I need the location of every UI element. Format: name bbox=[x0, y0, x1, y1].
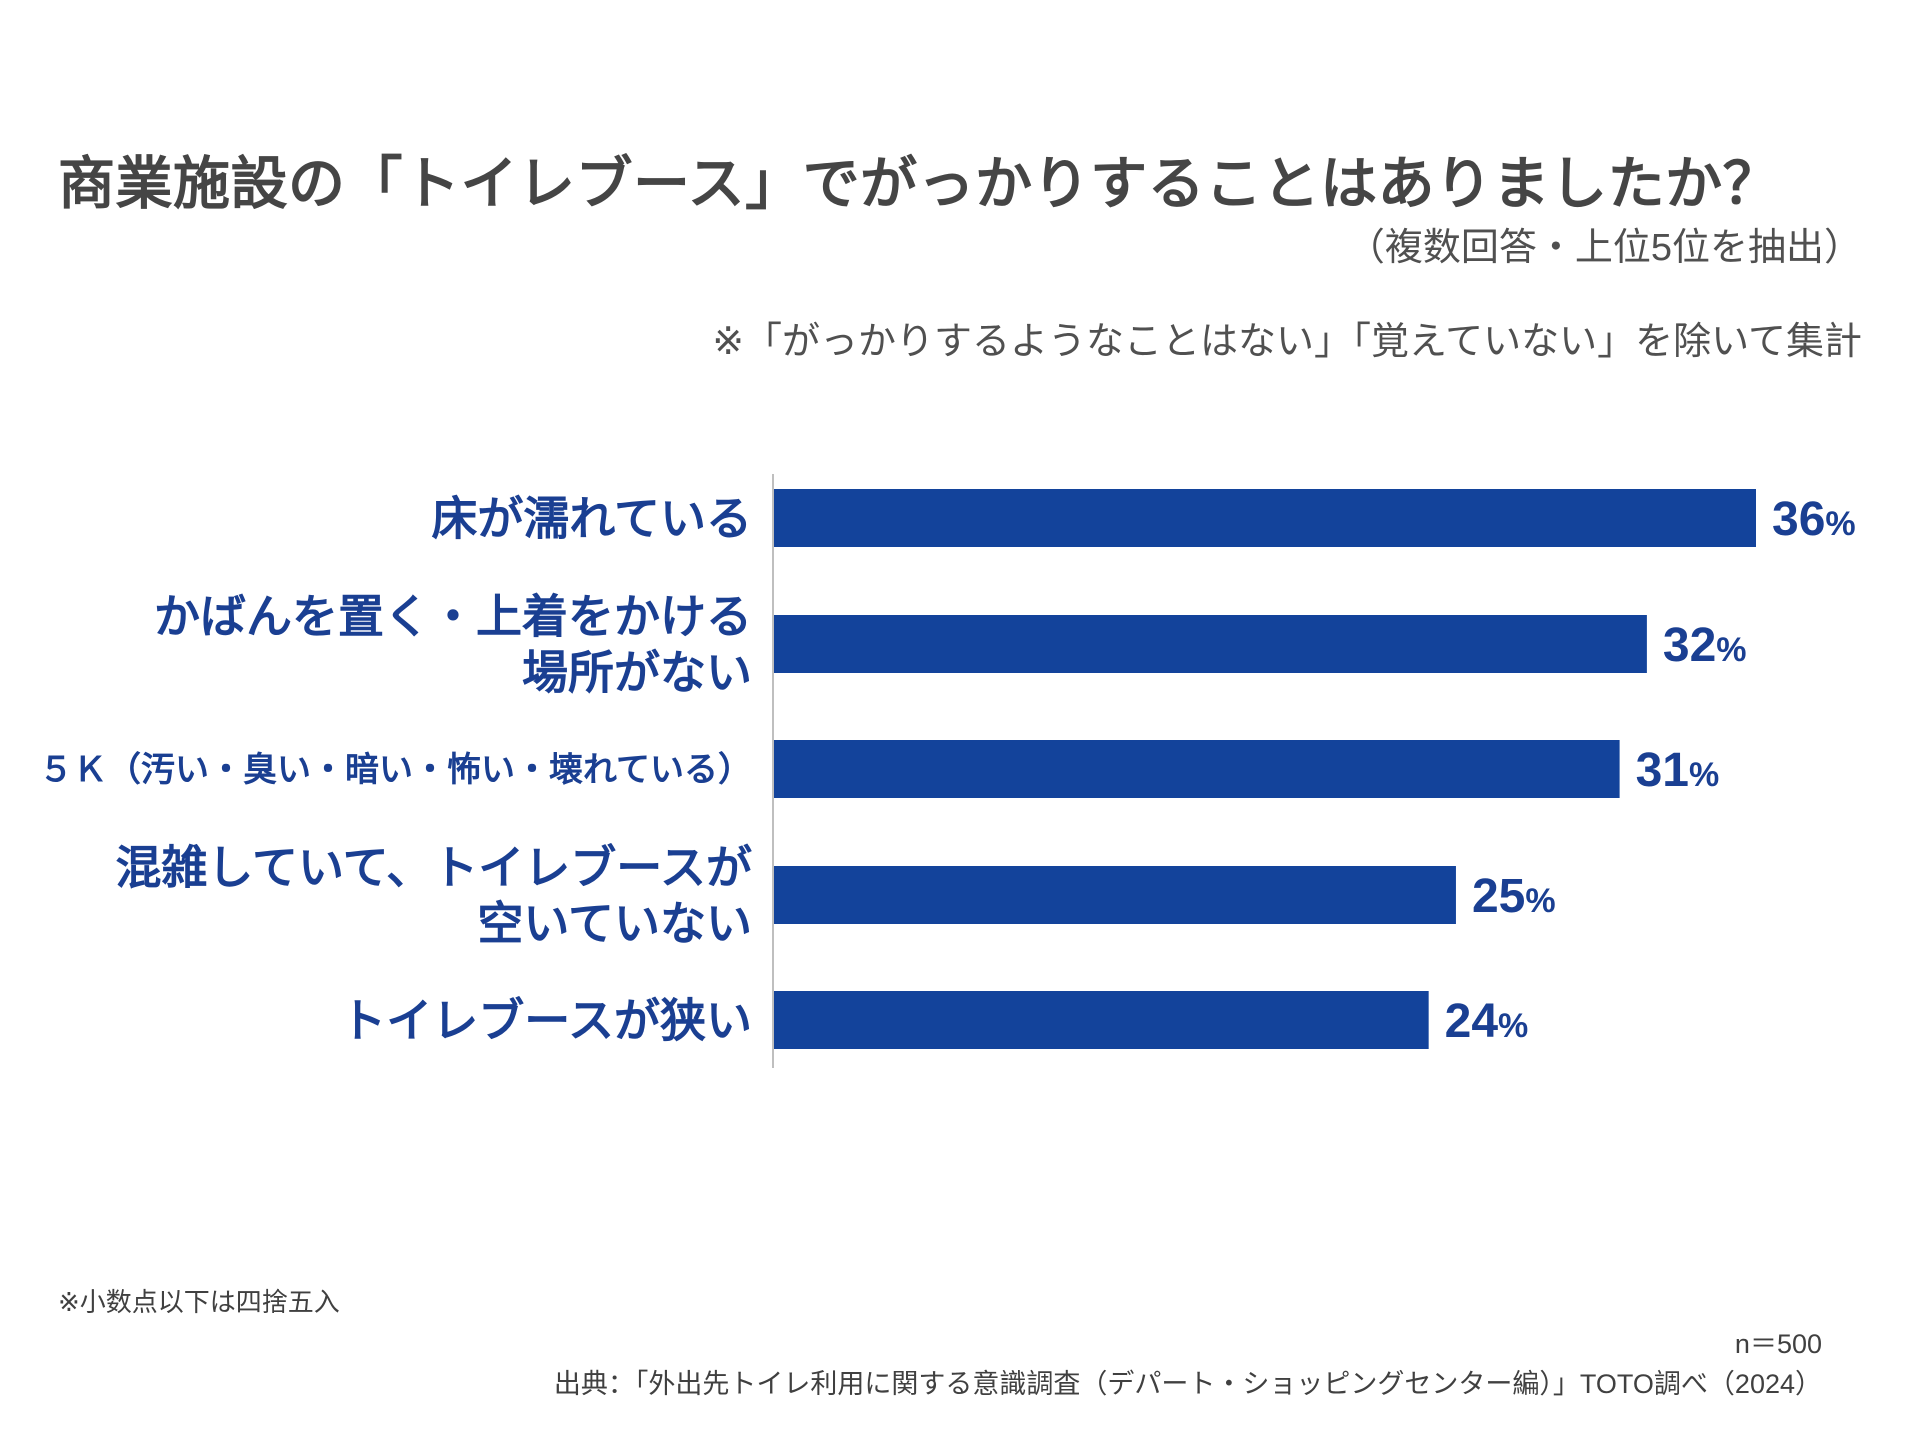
category-label-line: かばんを置く・上着をかける bbox=[154, 591, 752, 643]
value-number-1: 36 bbox=[1772, 493, 1825, 546]
category-label-line: 床が濡れている bbox=[431, 493, 752, 545]
value-unit-4: % bbox=[1525, 882, 1555, 920]
category-label-line: 場所がない bbox=[522, 647, 752, 699]
value-unit-2: % bbox=[1716, 631, 1746, 669]
category-label-1: 床が濡れている bbox=[431, 493, 752, 545]
sample-size: n＝500 bbox=[1734, 1329, 1822, 1359]
bar-4 bbox=[774, 866, 1456, 924]
chart-note: ※「がっかりするようなことはない」「覚えていない」を除いて集計 bbox=[712, 321, 1862, 363]
value-label-2: 32% bbox=[1663, 619, 1747, 672]
category-label-line: ５Ｋ（汚い・臭い・暗い・怖い・壊れている） bbox=[39, 750, 752, 789]
category-label-2: かばんを置く・上着をかける場所がない bbox=[154, 591, 752, 699]
value-label-4: 25% bbox=[1472, 870, 1556, 923]
bar-3 bbox=[774, 740, 1620, 798]
value-number-4: 25 bbox=[1472, 870, 1525, 923]
category-label-5: トイレブースが狭い bbox=[340, 995, 752, 1047]
value-number-2: 32 bbox=[1663, 619, 1716, 672]
value-unit-5: % bbox=[1498, 1007, 1528, 1045]
value-unit-1: % bbox=[1825, 505, 1855, 543]
chart-subtitle: （複数回答・上位5位を抽出） bbox=[1346, 227, 1862, 269]
category-label-line: トイレブースが狭い bbox=[340, 995, 752, 1047]
value-number-5: 24 bbox=[1445, 995, 1499, 1048]
chart-title: 商業施設の「トイレブース」でがっかりすることはありましたか？ bbox=[58, 152, 1781, 216]
category-label-line: 混雑していて、トイレブースが bbox=[115, 842, 752, 894]
value-unit-3: % bbox=[1689, 756, 1719, 794]
value-label-5: 24% bbox=[1445, 995, 1529, 1048]
category-label-4: 混雑していて、トイレブースが空いていない bbox=[115, 842, 752, 950]
source-citation: 出典：「外出先トイレ利用に関する意識調査（デパート・ショッピングセンター編）」T… bbox=[553, 1369, 1822, 1399]
category-label-line: 空いていない bbox=[477, 898, 752, 950]
value-label-1: 36% bbox=[1772, 493, 1856, 546]
value-label-3: 31% bbox=[1636, 744, 1720, 797]
category-label-3: ５Ｋ（汚い・臭い・暗い・怖い・壊れている） bbox=[39, 750, 752, 789]
value-number-3: 31 bbox=[1636, 744, 1689, 797]
rounding-footnote: ※小数点以下は四捨五入 bbox=[58, 1287, 340, 1317]
bar-2 bbox=[774, 615, 1647, 673]
bar-1 bbox=[774, 489, 1756, 547]
bar-5 bbox=[774, 991, 1429, 1049]
